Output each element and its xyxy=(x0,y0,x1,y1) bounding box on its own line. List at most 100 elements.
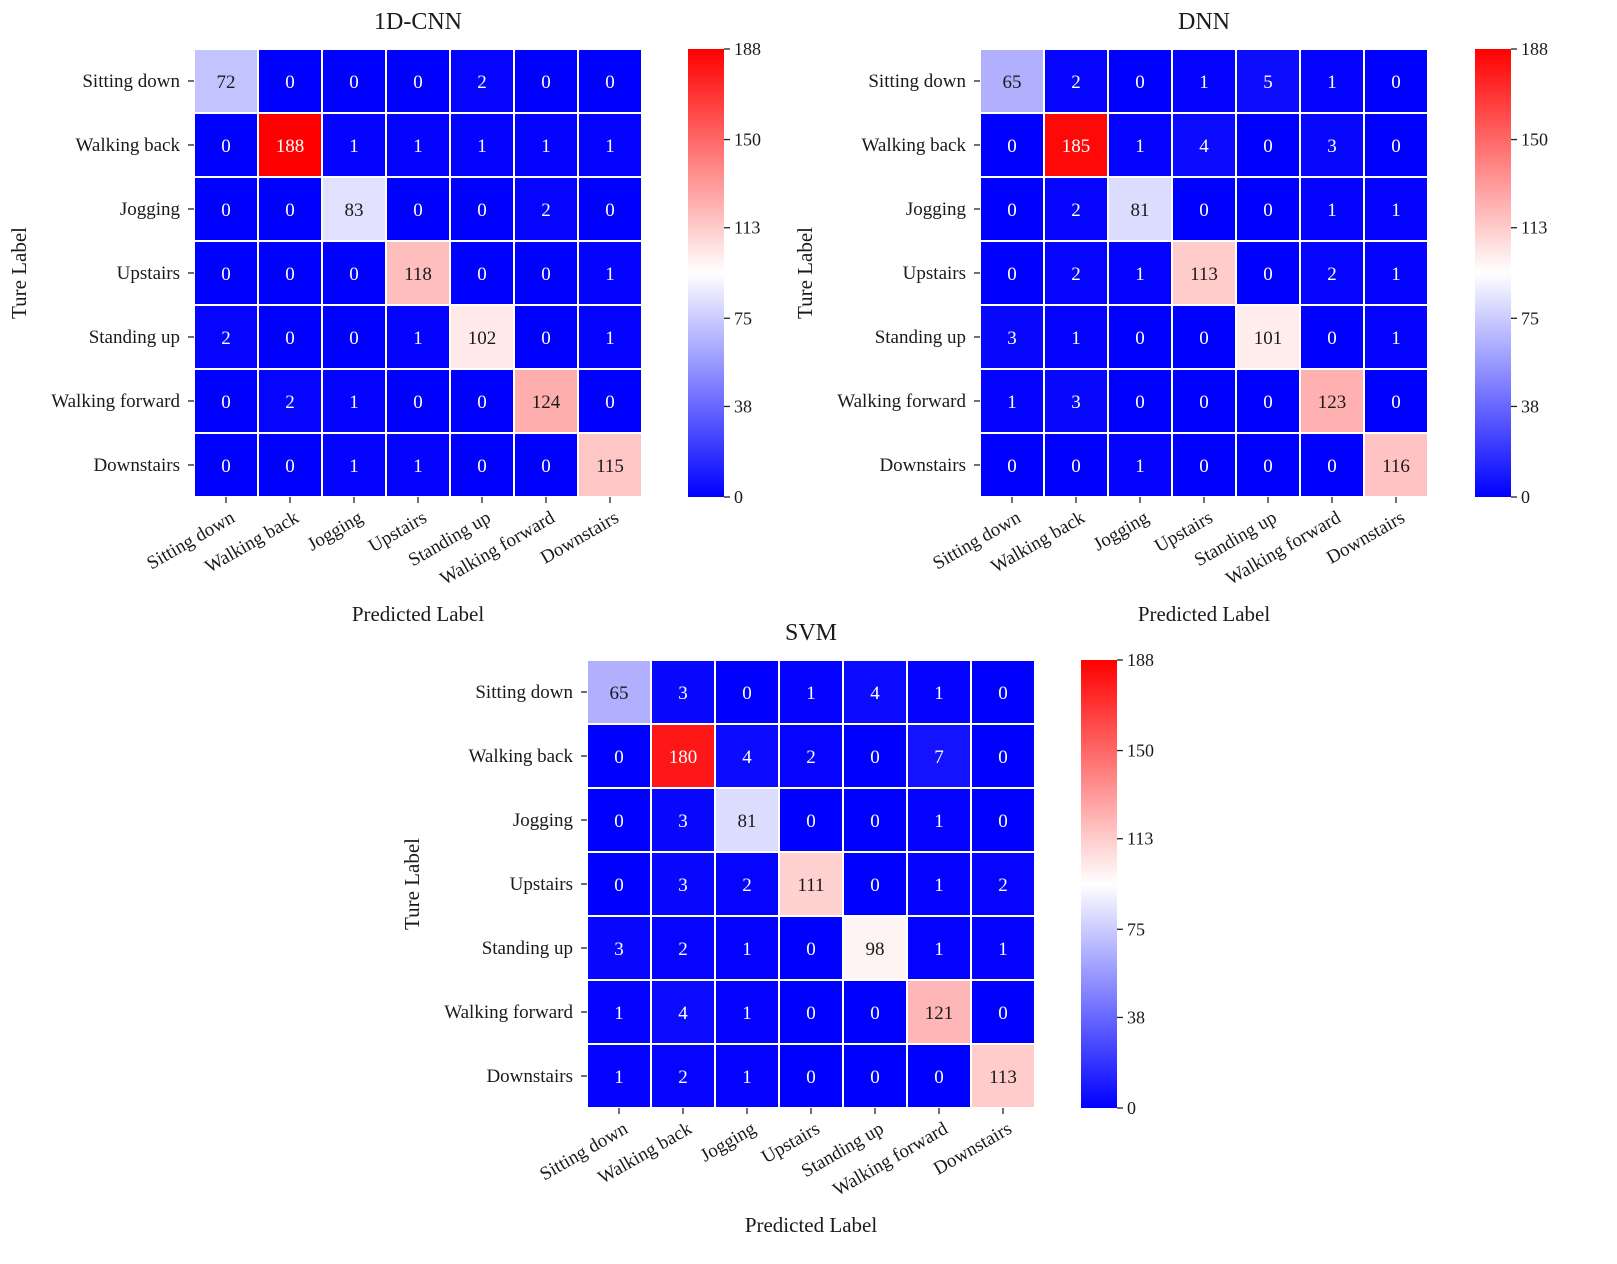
heatmap-cell xyxy=(906,851,972,917)
cell-value-label: 0 xyxy=(413,392,423,413)
chart-title: DNN xyxy=(1178,9,1230,35)
heatmap-cell xyxy=(970,1043,1036,1109)
cell-value-label: 1 xyxy=(742,939,752,960)
heatmap-cell xyxy=(1107,176,1173,242)
cell-value-label: 0 xyxy=(870,811,880,832)
cell-value-label: 1 xyxy=(541,136,551,157)
cell-value-label: 180 xyxy=(669,747,698,768)
cell-value-label: 65 xyxy=(1003,72,1022,93)
heatmap-cell xyxy=(1363,112,1429,178)
cell-value-label: 0 xyxy=(1391,72,1401,93)
cell-value-label: 2 xyxy=(221,328,231,349)
cell-value-label: 1 xyxy=(1135,456,1145,477)
chart-title: SVM xyxy=(785,620,837,646)
cell-value-label: 0 xyxy=(221,456,231,477)
y-tick-label-jogging: Jogging xyxy=(120,199,181,220)
cell-value-label: 7 xyxy=(934,747,944,768)
cell-value-label: 1 xyxy=(742,1003,752,1024)
cell-value-label: 2 xyxy=(806,747,816,768)
colorbar xyxy=(1081,660,1117,1108)
cell-value-label: 0 xyxy=(477,392,487,413)
y-tick-label-sitting-down: Sitting down xyxy=(82,71,180,92)
x-axis-label: Predicted Label xyxy=(745,1213,878,1237)
cell-value-label: 0 xyxy=(870,1067,880,1088)
y-tick-label-downstairs: Downstairs xyxy=(93,455,180,476)
cell-value-label: 0 xyxy=(349,264,359,285)
cell-value-label: 3 xyxy=(678,875,688,896)
heatmap-cell xyxy=(1299,176,1365,242)
cell-value-label: 0 xyxy=(477,200,487,221)
y-tick-label-downstairs: Downstairs xyxy=(879,455,966,476)
cell-value-label: 98 xyxy=(866,939,885,960)
x-tick-label-jogging: Jogging xyxy=(304,507,367,556)
heatmap-cell xyxy=(513,240,579,306)
heatmap-cell xyxy=(1299,48,1365,114)
colorbar-tick-label: 150 xyxy=(1127,741,1154,761)
cell-value-label: 0 xyxy=(870,1003,880,1024)
cell-value-label: 116 xyxy=(1382,456,1410,477)
colorbar-tick-label: 150 xyxy=(734,130,761,150)
heatmap-cell xyxy=(257,240,323,306)
heatmap-cell xyxy=(257,48,323,114)
cell-value-label: 4 xyxy=(742,747,752,768)
colorbar-tick-label: 0 xyxy=(1521,487,1530,507)
heatmap-cell xyxy=(321,432,387,498)
heatmap-cell xyxy=(321,112,387,178)
colorbar-tick-label: 150 xyxy=(1521,130,1548,150)
heatmap-cell xyxy=(1235,368,1301,434)
cell-value-label: 0 xyxy=(541,264,551,285)
heatmap-cell xyxy=(970,851,1036,917)
cell-value-label: 121 xyxy=(925,1003,954,1024)
y-axis-label: Ture Label xyxy=(793,227,817,319)
cell-value-label: 1 xyxy=(998,939,1008,960)
heatmap-cell xyxy=(906,915,972,981)
cell-value-label: 1 xyxy=(1135,136,1145,157)
y-tick-label-upstairs: Upstairs xyxy=(510,874,573,895)
heatmap-cell xyxy=(1363,240,1429,306)
cell-value-label: 3 xyxy=(1327,136,1337,157)
colorbar-tick-label: 38 xyxy=(1127,1007,1145,1027)
heatmap-cell xyxy=(979,176,1045,242)
heatmap-cell xyxy=(193,368,259,434)
cell-value-label: 0 xyxy=(477,264,487,285)
heatmap-cell xyxy=(906,723,972,789)
cell-value-label: 2 xyxy=(678,1067,688,1088)
cell-value-label: 4 xyxy=(870,683,880,704)
cell-value-label: 1 xyxy=(1391,200,1401,221)
cell-value-label: 0 xyxy=(285,456,295,477)
cell-value-label: 4 xyxy=(678,1003,688,1024)
heatmap-cell xyxy=(321,304,387,370)
cell-value-label: 0 xyxy=(541,328,551,349)
heatmap-cell xyxy=(979,240,1045,306)
colorbar-tick-label: 0 xyxy=(1127,1098,1136,1118)
cell-value-label: 3 xyxy=(678,811,688,832)
y-tick-label-walking-back: Walking back xyxy=(861,135,966,156)
cell-value-label: 65 xyxy=(610,683,629,704)
cell-value-label: 1 xyxy=(413,136,423,157)
cell-value-label: 1 xyxy=(614,1067,624,1088)
cell-value-label: 0 xyxy=(870,747,880,768)
heatmap-cell xyxy=(1107,48,1173,114)
heatmap-cell xyxy=(1363,176,1429,242)
colorbar-tick-label: 75 xyxy=(1521,308,1539,328)
heatmap-cell xyxy=(449,112,515,178)
cell-value-label: 2 xyxy=(285,392,295,413)
cell-value-label: 1 xyxy=(605,328,615,349)
cell-value-label: 0 xyxy=(1391,392,1401,413)
cell-value-label: 0 xyxy=(413,200,423,221)
cell-value-label: 0 xyxy=(413,72,423,93)
cell-value-label: 1 xyxy=(934,939,944,960)
y-tick-label-walking-forward: Walking forward xyxy=(444,1002,573,1023)
heatmap-cell xyxy=(513,176,579,242)
heatmap-cell xyxy=(257,176,323,242)
colorbar xyxy=(1475,49,1511,497)
cell-value-label: 1 xyxy=(1391,328,1401,349)
heatmap-cell xyxy=(193,240,259,306)
cell-value-label: 124 xyxy=(532,392,561,413)
heatmap-cell xyxy=(586,1043,652,1109)
cell-value-label: 2 xyxy=(1327,264,1337,285)
heatmap-cell xyxy=(513,432,579,498)
cell-value-label: 0 xyxy=(1135,72,1145,93)
cell-value-label: 0 xyxy=(349,328,359,349)
cell-value-label: 1 xyxy=(413,328,423,349)
